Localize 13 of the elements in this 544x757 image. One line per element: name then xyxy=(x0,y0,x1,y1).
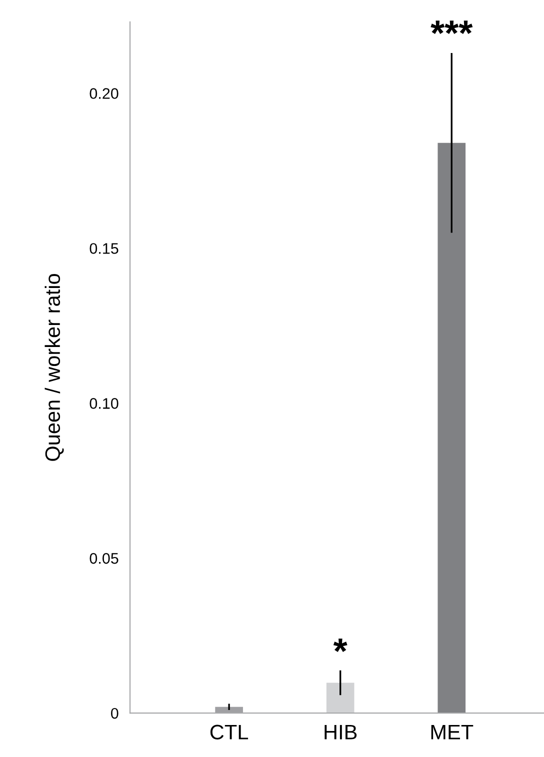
y-axis-title: Queen / worker ratio xyxy=(44,274,64,461)
y-tick-label: 0.15 xyxy=(90,243,118,254)
y-tick-label: 0 xyxy=(111,708,118,719)
bar xyxy=(438,142,466,714)
bar xyxy=(326,682,354,714)
annotation: * xyxy=(333,638,348,652)
x-tick-label: MET xyxy=(431,724,474,740)
annotation: *** xyxy=(430,20,473,34)
x-tick-label: HIB xyxy=(324,724,357,740)
x-tick-label: CTL xyxy=(210,724,248,740)
y-tick-label: 0.10 xyxy=(90,398,118,409)
y-tick-label: 0.05 xyxy=(90,552,118,564)
y-tick-label: 0.20 xyxy=(90,88,118,99)
